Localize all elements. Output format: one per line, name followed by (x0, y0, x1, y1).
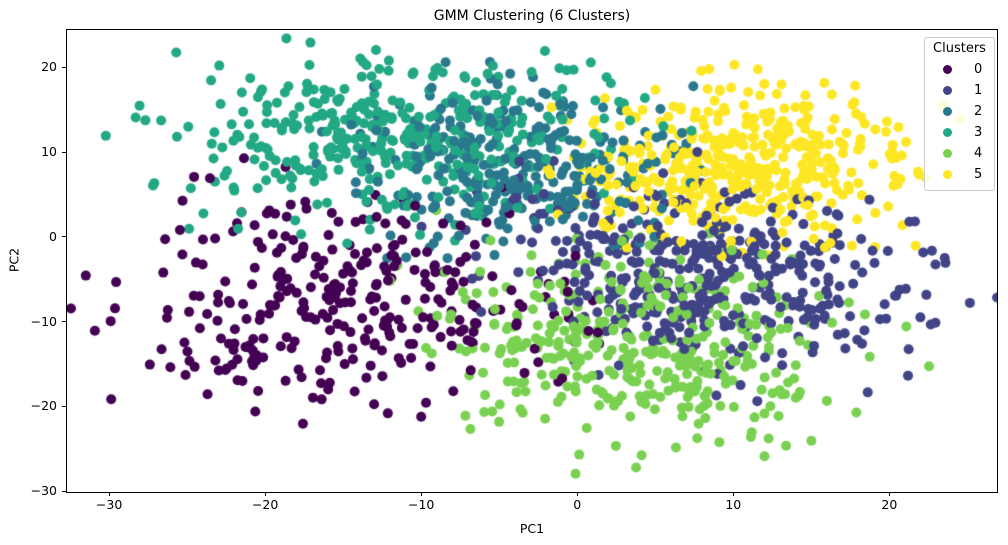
y-tick-mark (62, 66, 66, 68)
legend-swatch-icon (943, 86, 952, 95)
x-tick-mark (732, 492, 734, 496)
y-tick-mark (62, 490, 66, 492)
y-tick-label: −20 (30, 398, 57, 414)
x-tick-label: −10 (408, 497, 435, 512)
x-axis-label: PC1 (519, 521, 545, 536)
legend-swatch-icon (943, 170, 952, 179)
chart-title: GMM Clustering (6 Clusters) (433, 8, 631, 24)
plot-area (66, 29, 998, 493)
legend-entry: 0 (925, 59, 994, 80)
legend-entry: 3 (925, 122, 994, 143)
legend-entry-label: 0 (974, 62, 983, 77)
scatter-canvas (67, 30, 997, 492)
legend-entry: 5 (925, 164, 994, 185)
legend: Clusters 0 1 2 3 4 5 (924, 37, 995, 191)
legend-entry-label: 2 (974, 104, 983, 119)
legend-entry-label: 1 (974, 83, 983, 98)
y-tick-label: −10 (30, 313, 57, 329)
x-tick-mark (576, 492, 578, 496)
y-tick-mark (62, 151, 66, 153)
y-axis-label: PC2 (6, 247, 22, 273)
legend-entry: 2 (925, 101, 994, 122)
y-tick-label: 20 (41, 59, 57, 75)
y-tick-mark (62, 321, 66, 323)
legend-entry-label: 5 (974, 167, 983, 182)
y-tick-label: −30 (30, 483, 57, 499)
legend-entry-label: 3 (974, 125, 983, 140)
x-tick-label: −20 (251, 497, 279, 512)
legend-swatch-icon (943, 107, 952, 116)
x-tick-label: 0 (573, 497, 582, 512)
x-tick-mark (264, 492, 266, 496)
y-tick-mark (62, 236, 66, 238)
legend-swatch-icon (943, 65, 952, 74)
legend-swatch-icon (943, 149, 952, 158)
legend-rows: 0 1 2 3 4 5 (925, 59, 994, 185)
x-tick-label: 20 (881, 497, 898, 512)
legend-entry: 4 (925, 143, 994, 164)
legend-entry: 1 (925, 80, 994, 101)
y-tick-label: 0 (49, 228, 57, 244)
y-tick-mark (62, 405, 66, 407)
x-tick-label: −30 (95, 497, 123, 512)
legend-entry-label: 4 (974, 146, 983, 161)
legend-title: Clusters (933, 41, 986, 56)
x-tick-mark (108, 492, 110, 496)
y-tick-label: 10 (41, 144, 57, 160)
x-tick-mark (888, 492, 890, 496)
x-tick-label: 10 (725, 497, 742, 512)
legend-swatch-icon (943, 128, 952, 137)
x-tick-mark (420, 492, 422, 496)
